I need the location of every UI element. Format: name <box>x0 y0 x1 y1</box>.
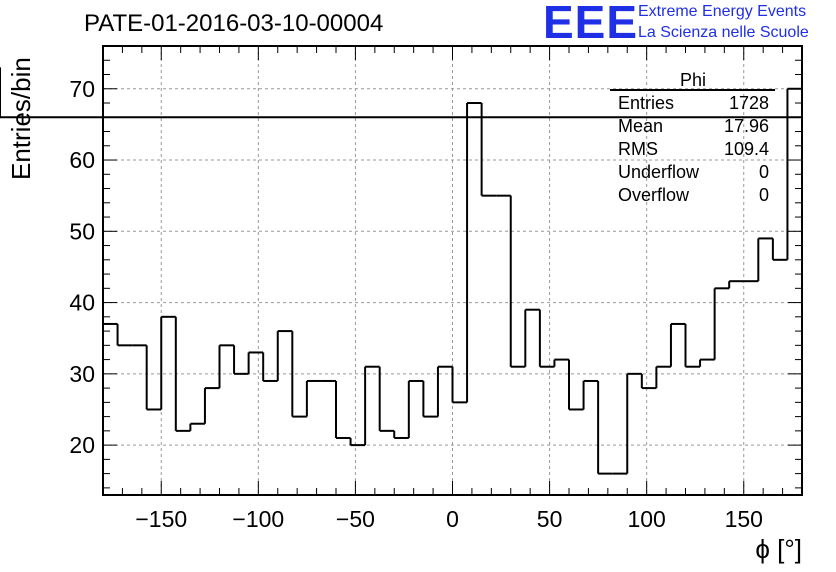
stats-title: Phi <box>680 70 707 90</box>
plot-frame <box>102 45 803 496</box>
stats-value: 17.96 <box>723 116 769 136</box>
stats-label: Underflow <box>618 162 700 182</box>
x-tick-label: −50 <box>336 506 375 532</box>
logo-line-1: Extreme Energy Events <box>638 3 807 20</box>
histogram-series <box>0 67 803 475</box>
stats-label: Overflow <box>618 185 690 205</box>
grid-lines <box>103 46 802 495</box>
y-tick-label: 20 <box>69 432 95 458</box>
y-axis-label: Entries/bin <box>6 57 36 180</box>
stats-value: 0 <box>758 162 769 182</box>
y-tick-label: 30 <box>69 361 95 387</box>
x-tick-label: 100 <box>627 506 665 532</box>
x-tick-label: −100 <box>232 506 284 532</box>
x-tick-label: 150 <box>725 506 763 532</box>
stats-label: Entries <box>618 93 675 113</box>
y-tick-label: 70 <box>69 76 95 102</box>
x-tick-label: −150 <box>135 506 187 532</box>
x-tick-label: 0 <box>446 506 459 532</box>
x-tick-label: 50 <box>537 506 563 532</box>
stats-label: Mean <box>618 116 664 136</box>
y-tick-label: 40 <box>69 290 95 316</box>
x-axis-label: ϕ [°] <box>755 534 802 564</box>
stats-value: 109.4 <box>723 139 769 159</box>
tick-labels: −150 −100 −50 0 50 100 150 20 30 40 50 60 70 <box>69 76 763 532</box>
logo-line-2: La Scienza nelle Scuole <box>638 24 809 41</box>
stats-value: 1728 <box>728 93 769 113</box>
stats-value: 0 <box>758 185 769 205</box>
y-tick-label: 60 <box>69 147 95 173</box>
stats-label: RMS <box>618 139 658 159</box>
eee-logo: EEE <box>543 0 639 48</box>
y-tick-label: 50 <box>69 218 95 244</box>
chart-title: PATE-01-2016-03-10-00004 <box>84 10 384 37</box>
